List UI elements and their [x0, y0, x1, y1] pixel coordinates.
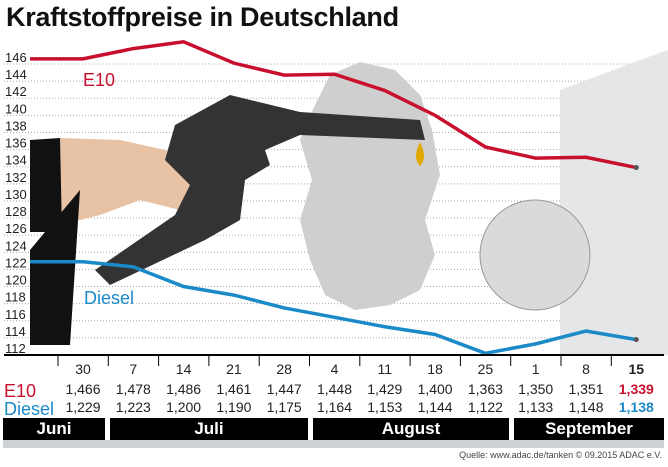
y-tick-label: 130: [5, 187, 27, 202]
e10-price: 1,447: [266, 381, 302, 397]
diesel-price: 1,153: [367, 399, 403, 415]
source-note: Quelle: www.adac.de/tanken © 09.2015 ADA…: [459, 450, 662, 460]
e10-price: 1,400: [417, 381, 453, 397]
row-label-diesel: Diesel: [4, 399, 55, 419]
diesel-price: 1,138: [618, 399, 654, 415]
y-tick-label: 120: [5, 273, 27, 288]
diesel-price: 1,148: [568, 399, 604, 415]
x-tick-label: 28: [276, 361, 292, 377]
x-tick-label: 7: [129, 361, 138, 377]
y-tick-label: 140: [5, 101, 27, 116]
month-label: August: [313, 418, 509, 440]
y-tick-label: 134: [5, 153, 27, 168]
e10-price: 1,363: [467, 381, 503, 397]
e10-price: 1,351: [568, 381, 604, 397]
x-tick-label: 30: [75, 361, 91, 377]
e10-price: 1,478: [115, 381, 151, 397]
diesel-price: 1,229: [65, 399, 101, 415]
sleeve-icon: [30, 138, 80, 345]
y-tick-label: 142: [5, 84, 27, 99]
y-tick-label: 144: [5, 67, 27, 82]
e10-price: 1,486: [166, 381, 202, 397]
diesel-price: 1,144: [417, 399, 453, 415]
y-tick-label: 122: [5, 255, 27, 270]
car-icon: [560, 50, 668, 355]
e10-price: 1,461: [216, 381, 252, 397]
y-tick-label: 132: [5, 170, 27, 185]
y-tick-label: 138: [5, 118, 27, 133]
divider: [3, 440, 664, 448]
fuel-drop-icon: [416, 142, 424, 166]
row-label-e10: E10: [4, 381, 37, 401]
x-tick-label: 4: [330, 361, 339, 377]
y-tick-label: 124: [5, 238, 27, 253]
x-tick-label: 21: [226, 361, 242, 377]
month-label: Juli: [110, 418, 308, 440]
y-tick-label: 128: [5, 204, 27, 219]
y-tick-label: 114: [5, 324, 26, 339]
diesel-price: 1,190: [216, 399, 252, 415]
y-tick-label: 136: [5, 136, 27, 151]
e10-price: 1,448: [316, 381, 353, 397]
e10-price: 1,429: [367, 381, 403, 397]
legend-e10: E10: [83, 70, 116, 90]
fuel-cap-icon: [479, 199, 591, 311]
e10-price: 1,466: [65, 381, 101, 397]
x-tick-label: 1: [531, 361, 540, 377]
month-label: Juni: [3, 418, 105, 440]
e10-price: 1,350: [518, 381, 554, 397]
x-tick-label: 25: [477, 361, 494, 377]
month-label: September: [514, 418, 664, 440]
diesel-price: 1,200: [166, 399, 202, 415]
diesel-price: 1,133: [518, 399, 554, 415]
germany-map-icon: [300, 62, 440, 310]
x-tick-label: 18: [427, 361, 443, 377]
fuel-nozzle-icon: [95, 95, 425, 285]
x-tick-label: 14: [175, 361, 192, 377]
diesel-price: 1,122: [467, 399, 503, 415]
y-tick-label: 146: [5, 50, 27, 65]
diesel-price: 1,164: [316, 399, 353, 415]
y-tick-label: 118: [5, 290, 26, 305]
diesel-price: 1,175: [266, 399, 302, 415]
x-tick-label: 8: [582, 361, 590, 377]
data-point: [633, 337, 639, 343]
e10-price: 1,339: [618, 381, 654, 397]
x-tick-label: 15: [628, 361, 645, 377]
diesel-price: 1,223: [115, 399, 151, 415]
legend-diesel: Diesel: [84, 288, 135, 308]
y-tick-label: 126: [5, 221, 27, 236]
y-tick-label: 116: [5, 307, 26, 322]
y-tick-label: 112: [5, 341, 26, 356]
chart-title: Kraftstoffpreise in Deutschland: [6, 2, 399, 32]
x-tick-label: 11: [377, 361, 393, 377]
data-point: [633, 165, 639, 171]
